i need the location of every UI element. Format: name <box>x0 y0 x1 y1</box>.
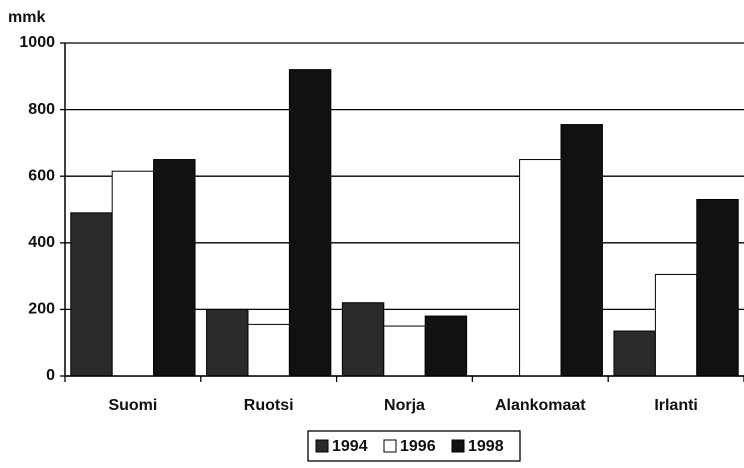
y-tick-label: 0 <box>46 367 55 384</box>
bar <box>153 159 196 377</box>
legend-label: 1994 <box>332 438 368 455</box>
legend-swatch <box>451 439 465 453</box>
bar <box>519 159 562 377</box>
bar <box>111 170 155 377</box>
x-tick-label: Ruotsi <box>244 397 294 414</box>
y-tick-label: 1000 <box>19 34 55 51</box>
bar <box>383 325 426 377</box>
bar <box>247 323 290 377</box>
x-tick-label: Norja <box>384 397 425 414</box>
bar <box>654 273 698 377</box>
bar <box>560 124 603 377</box>
y-tick-label: 600 <box>28 167 55 184</box>
bar <box>70 212 113 377</box>
bar <box>613 330 656 377</box>
legend-label: 1998 <box>468 438 504 455</box>
y-axis-label: mmk <box>8 9 45 26</box>
legend-swatch <box>315 439 329 453</box>
y-tick-label: 200 <box>28 301 55 318</box>
x-tick-label: Irlanti <box>654 397 698 414</box>
x-tick-label: Suomi <box>108 397 157 414</box>
bar <box>341 302 385 377</box>
x-tick-label: Alankomaat <box>495 397 586 414</box>
y-tick-label: 400 <box>28 234 55 251</box>
bar <box>206 308 249 377</box>
legend-box <box>307 430 521 462</box>
y-tick-label: 800 <box>28 101 55 118</box>
legend-label: 1996 <box>400 438 436 455</box>
bar <box>288 69 332 377</box>
bar <box>424 315 468 377</box>
bar <box>696 199 739 377</box>
legend-swatch <box>383 439 397 453</box>
